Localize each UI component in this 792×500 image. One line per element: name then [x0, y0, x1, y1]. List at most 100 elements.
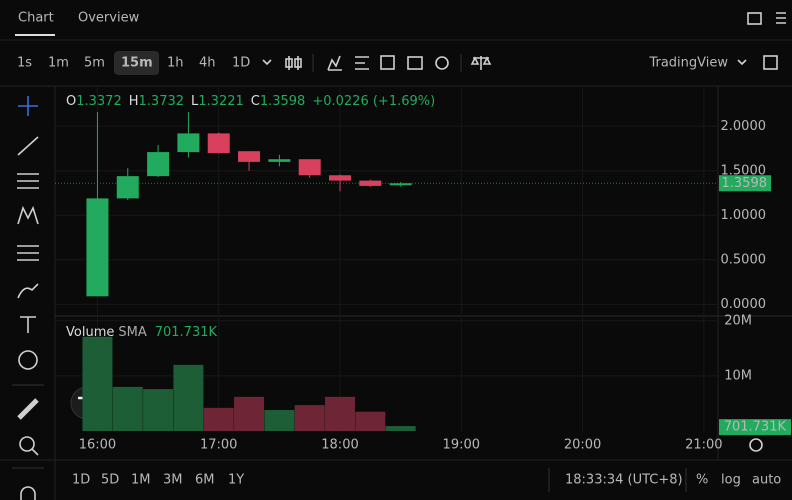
last-price-box: [719, 175, 771, 192]
legend-key: C: [251, 94, 260, 109]
tab[interactable]: Chart: [18, 11, 54, 26]
volume-bar: [143, 389, 174, 431]
legend-value: 1.3372: [76, 94, 122, 109]
x-tick-label: 18:00: [321, 438, 358, 453]
interval[interactable]: 15m: [121, 56, 153, 71]
candle-body: [268, 159, 291, 162]
scale-option[interactable]: log: [721, 473, 741, 488]
y-tick-label: 0.5000: [721, 252, 767, 267]
legend-value: 1.3221: [198, 94, 244, 109]
candle-body: [116, 176, 139, 199]
last-price-label: 1.3598: [722, 176, 768, 191]
interval[interactable]: 4h: [199, 56, 216, 71]
legend-name: SMA: [118, 325, 146, 340]
legend-value: 1.3598: [260, 94, 306, 109]
balance-icon[interactable]: [470, 56, 492, 70]
range[interactable]: 3M: [163, 473, 183, 488]
volume-bar: [325, 396, 356, 431]
range[interactable]: 5D: [101, 473, 119, 488]
menu-icon[interactable]: [776, 12, 786, 24]
provider[interactable]: TradingView: [648, 56, 728, 71]
text-icon[interactable]: [20, 316, 36, 333]
x-tick-label: 20:00: [564, 438, 601, 453]
projection-icon[interactable]: [17, 245, 39, 261]
x-tick-label: 17:00: [200, 438, 237, 453]
volume-bar: [385, 426, 416, 431]
settings-icon[interactable]: [749, 438, 763, 452]
compare-icon[interactable]: [407, 56, 423, 70]
candle-body: [389, 183, 412, 186]
candle-body: [147, 152, 170, 177]
measure-icon[interactable]: [17, 398, 39, 420]
interval[interactable]: 1s: [17, 56, 32, 71]
brush-icon[interactable]: [17, 283, 39, 299]
scale-option[interactable]: %: [696, 473, 708, 488]
interval[interactable]: 1m: [48, 56, 69, 71]
emoji-icon[interactable]: [18, 350, 38, 370]
volume-bar: [203, 407, 234, 431]
volume-bar: [82, 336, 113, 431]
candle-icon: [294, 58, 302, 68]
replay-icon[interactable]: [380, 55, 395, 70]
legend-key: H: [129, 94, 139, 109]
y-tick-label: 2.0000: [721, 119, 767, 134]
clock: 18:33:34 (UTC+8): [565, 473, 683, 488]
range[interactable]: 1Y: [228, 473, 244, 488]
template-icon[interactable]: [355, 56, 369, 70]
volume-bar: [173, 364, 204, 431]
zoom-icon[interactable]: [19, 436, 35, 452]
candle-body: [238, 151, 261, 162]
toolbar-icons: [285, 55, 778, 71]
volume-bar: [355, 411, 386, 431]
left-toolbar: [17, 96, 39, 500]
tab[interactable]: Overview: [78, 11, 140, 26]
range[interactable]: 1D: [72, 473, 90, 488]
candle-body: [207, 133, 230, 153]
scale-option[interactable]: auto: [752, 473, 781, 488]
dropdown-icon[interactable]: [262, 59, 272, 66]
interval[interactable]: 1D: [232, 56, 250, 71]
dropdown-icon[interactable]: [737, 59, 747, 66]
candle-icon: [285, 58, 293, 68]
legend-change: +0.0226 (+1.69%): [312, 94, 435, 109]
range[interactable]: 6M: [195, 473, 215, 488]
legend-key: L: [191, 94, 199, 109]
legend-name: Volume: [66, 325, 114, 340]
y-tick-label: 0.0000: [721, 297, 767, 312]
volume-bar: [234, 396, 265, 431]
x-tick-label: 16:00: [79, 438, 116, 453]
candle-body: [329, 175, 352, 181]
y-tick-label: 20M: [724, 313, 752, 328]
interval[interactable]: 1h: [167, 56, 184, 71]
interval-selected: [114, 51, 159, 75]
magnet-icon[interactable]: [20, 486, 36, 500]
x-tick-label: 19:00: [443, 438, 480, 453]
trendline-icon[interactable]: [17, 136, 39, 156]
settings-icon[interactable]: [435, 56, 449, 70]
interval[interactable]: 5m: [84, 56, 105, 71]
y-tick-label: 1.5000: [721, 163, 767, 178]
sma-box: [719, 419, 791, 436]
candle-body: [177, 133, 200, 153]
legend-value: 1.3732: [139, 94, 185, 109]
layout-icon[interactable]: [747, 12, 762, 25]
volume-legend: Volume SMA 701.731K: [66, 325, 217, 340]
fib-icon[interactable]: [17, 173, 39, 189]
y-tick-label: 1.0000: [721, 208, 767, 223]
indicator-icon[interactable]: [327, 55, 342, 71]
volume-bar: [264, 410, 295, 431]
crosshair-icon[interactable]: [18, 96, 38, 116]
legend-key: O: [66, 94, 76, 109]
fullscreen-icon[interactable]: [763, 55, 778, 70]
candle-body: [86, 198, 109, 297]
pattern-icon[interactable]: [17, 205, 39, 225]
range[interactable]: 1M: [131, 473, 151, 488]
legend-value: 701.731K: [155, 325, 218, 340]
candle-body: [298, 159, 321, 176]
zoom-icon: [31, 448, 39, 456]
ohlc-legend: O1.3372 H1.3732 L1.3221 C1.3598 +0.0226 (+1.…: [66, 94, 435, 109]
volume-bar: [294, 405, 325, 431]
volume-bar: [112, 386, 143, 431]
